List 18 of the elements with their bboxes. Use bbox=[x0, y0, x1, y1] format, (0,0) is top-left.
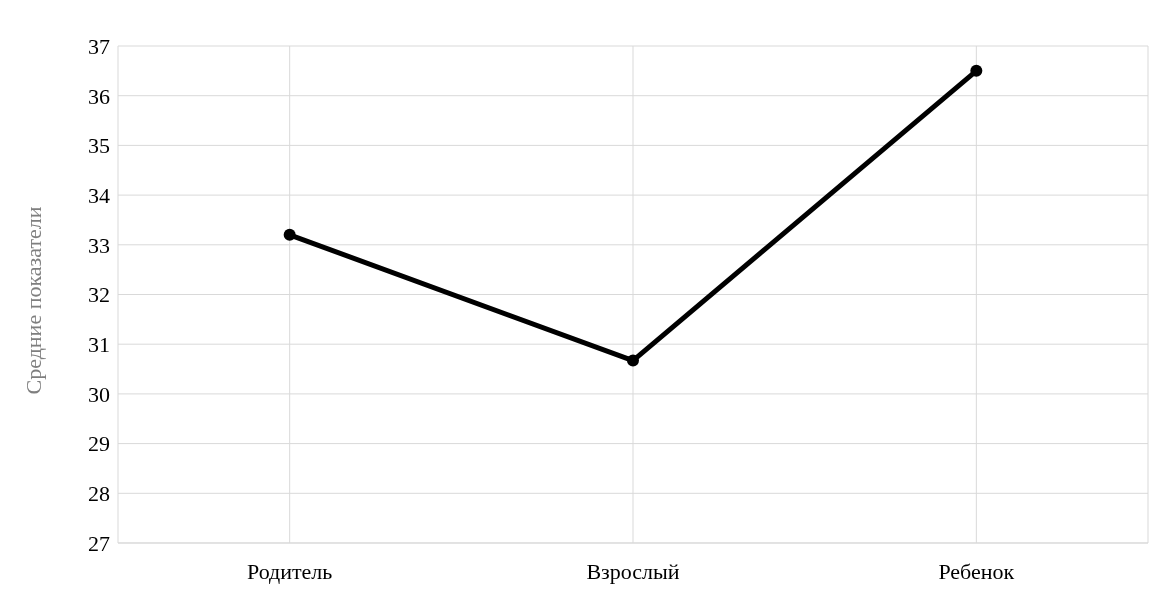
point bbox=[627, 354, 639, 367]
y-tick-label: 32 bbox=[88, 282, 110, 308]
y-tick-label: 28 bbox=[88, 481, 110, 507]
y-tick-label: 27 bbox=[88, 530, 110, 556]
y-axis-title: Средние показатели bbox=[20, 206, 46, 395]
y-tick-label: 29 bbox=[88, 431, 110, 457]
y-tick-label: 31 bbox=[88, 332, 110, 358]
point bbox=[970, 64, 983, 77]
x-tick-label: Родитель bbox=[246, 558, 333, 584]
y-tick-label: 35 bbox=[88, 133, 110, 159]
x-tick-label: Ребенок bbox=[938, 558, 1015, 584]
y-tick-label: 34 bbox=[88, 182, 110, 208]
y-tick-label: 37 bbox=[88, 33, 110, 59]
y-tick-label: 33 bbox=[88, 232, 110, 258]
point bbox=[283, 228, 296, 241]
y-tick-label: 36 bbox=[88, 83, 110, 109]
x-tick-label: Взрослый bbox=[586, 558, 680, 584]
y-tick-label: 30 bbox=[88, 381, 110, 407]
